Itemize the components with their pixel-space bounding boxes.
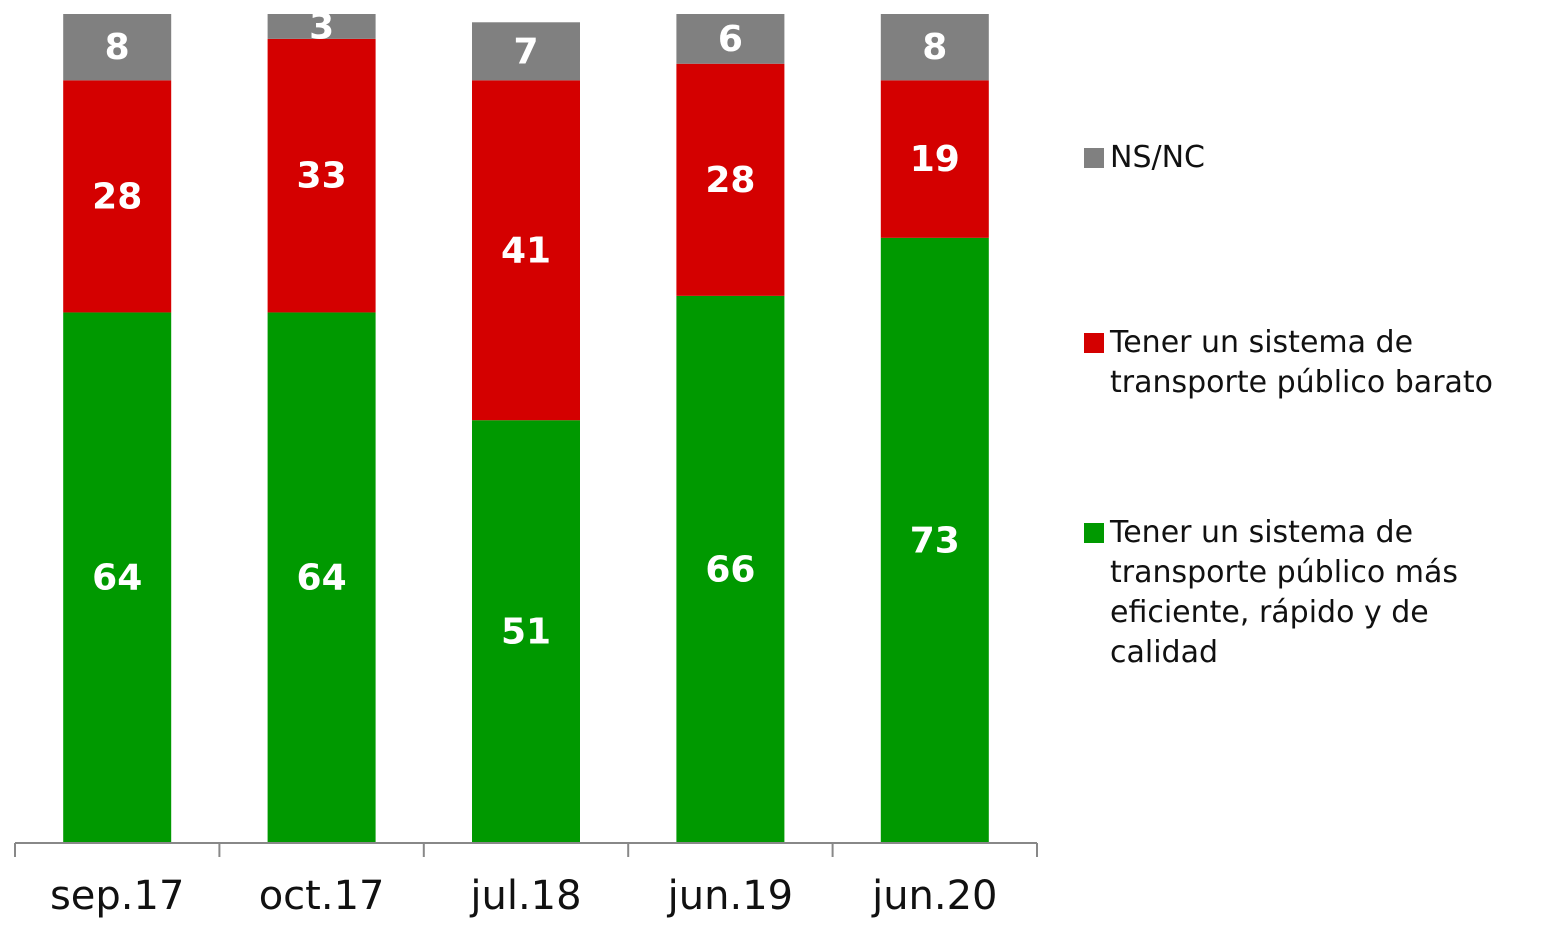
- legend-entry: Tener un sistema de transporte público m…: [1084, 513, 1544, 673]
- data-label: 6: [718, 19, 743, 60]
- data-label: 28: [705, 160, 755, 201]
- bar-segment: [880, 237, 989, 843]
- data-label: 66: [705, 549, 755, 590]
- bar-segment: [63, 80, 172, 313]
- bar-segment: [472, 22, 580, 81]
- bar-segment: [63, 14, 172, 81]
- bar-segment: [63, 312, 172, 843]
- data-label: 28: [92, 176, 142, 217]
- data-label: 64: [92, 558, 142, 599]
- data-label: 41: [501, 230, 551, 271]
- legend-swatch: [1084, 148, 1104, 168]
- data-label: 51: [501, 612, 551, 653]
- bar-segment: [267, 14, 376, 39]
- legend-swatch: [1084, 333, 1104, 353]
- data-label: 64: [297, 558, 347, 599]
- legend-label: Tener un sistema de transporte público m…: [1110, 515, 1459, 670]
- bar-segment: [880, 14, 989, 81]
- x-tick-label: oct.17: [259, 873, 385, 919]
- bar-segment: [676, 14, 785, 64]
- data-label: 19: [910, 139, 960, 180]
- legend-entry: Tener un sistema de transporte público b…: [1084, 323, 1544, 403]
- bar-segment: [880, 80, 989, 238]
- legend-label: Tener un sistema de transporte público b…: [1110, 325, 1494, 400]
- legend-swatch: [1084, 523, 1104, 543]
- legend-label: NS/NC: [1110, 140, 1205, 175]
- bar-segment: [472, 420, 580, 843]
- data-label: 8: [105, 27, 130, 68]
- data-label: 8: [922, 27, 947, 68]
- legend-entry: NS/NC: [1084, 138, 1544, 178]
- data-label: 33: [297, 156, 347, 197]
- bar-segment: [267, 38, 376, 313]
- data-label: 3: [309, 6, 334, 47]
- data-label: 73: [910, 520, 960, 561]
- x-tick-label: jun.20: [871, 873, 997, 919]
- x-tick-label: jul.18: [469, 873, 581, 919]
- bar-segment: [472, 80, 580, 421]
- data-label: 7: [513, 31, 538, 72]
- bar-segment: [676, 295, 785, 843]
- bar-segment: [267, 312, 376, 843]
- bar-segment: [676, 63, 785, 296]
- x-tick-label: jun.19: [667, 873, 793, 919]
- x-tick-label: sep.17: [50, 873, 184, 919]
